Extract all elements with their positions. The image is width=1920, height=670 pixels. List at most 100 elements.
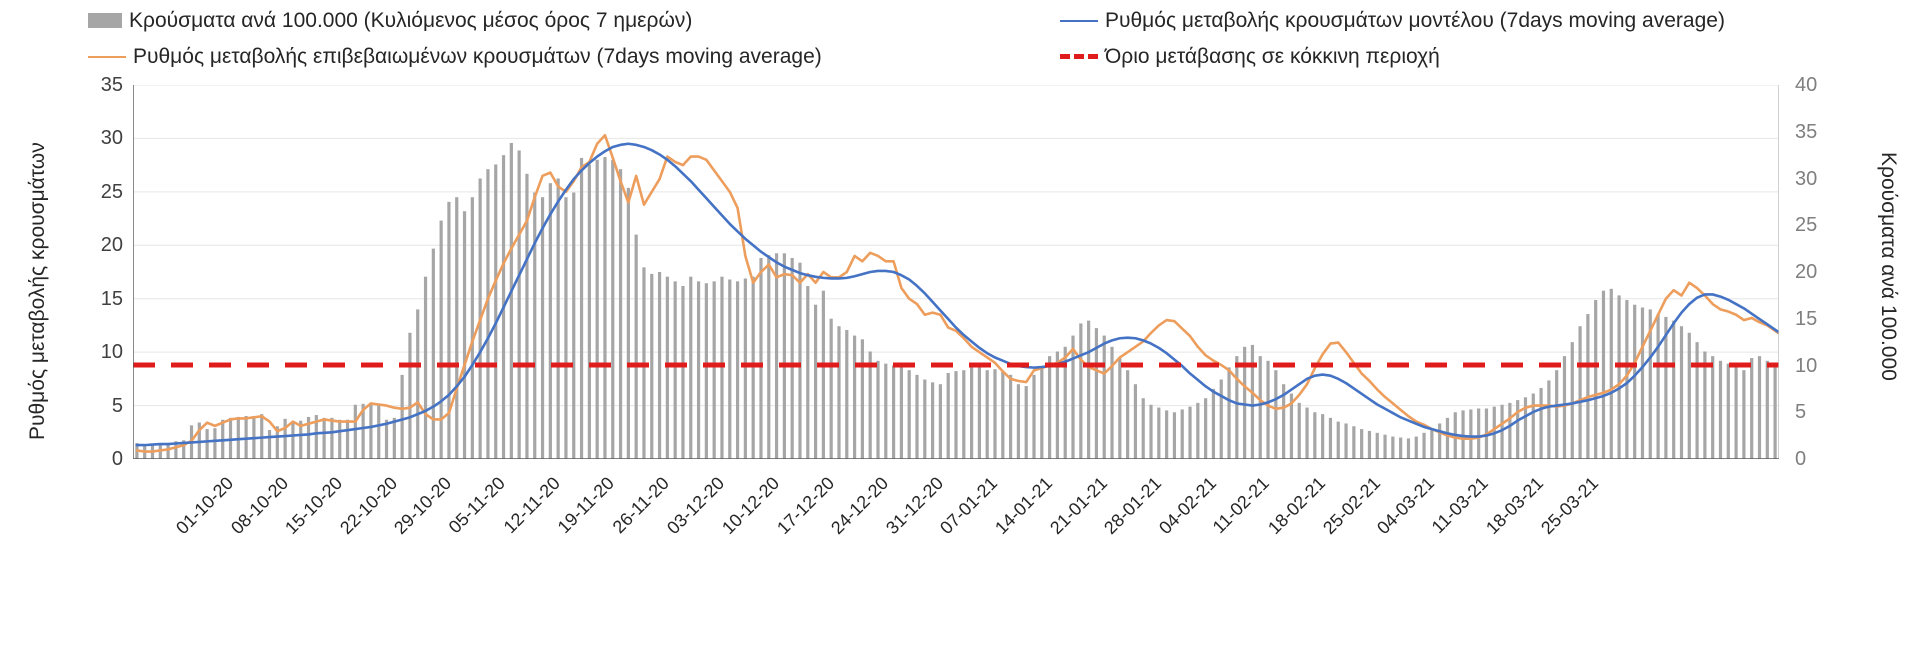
x-axis-tick-label: 08-10-20: [226, 473, 292, 539]
bar: [1750, 358, 1754, 459]
bar: [1219, 379, 1223, 459]
bar: [166, 444, 170, 459]
bar: [1617, 295, 1621, 459]
bar: [517, 150, 521, 459]
bar: [915, 374, 919, 459]
bar: [1555, 370, 1559, 459]
y-axis-left-tick-label: 10: [100, 341, 123, 364]
x-axis-tick-label: 05-11-20: [444, 473, 509, 538]
x-axis-tick-label: 10-12-20: [718, 473, 784, 539]
bar: [182, 440, 186, 459]
x-axis-tick-label: 22-10-20: [335, 473, 401, 539]
bar: [806, 286, 810, 459]
bar: [556, 178, 560, 459]
bar: [728, 279, 732, 459]
bar: [306, 416, 311, 459]
y-axis-left-tick-label: 15: [100, 287, 123, 310]
bar: [1305, 407, 1309, 459]
legend-item-cases-per-100k[interactable]: Κρούσματα ανά 100.000 (Κυλιόμενος μέσος …: [88, 10, 692, 31]
bar: [525, 173, 529, 459]
bar: [509, 142, 513, 459]
legend-item-model-rate[interactable]: Ρυθμός μεταβολής κρουσμάτων μοντέλου (7d…: [1060, 10, 1725, 31]
x-axis-tick-label: 12-11-20: [499, 473, 564, 538]
legend-item-confirmed-rate[interactable]: Ρυθμός μεταβολής επιβεβαιωμένων κρουσμάτ…: [88, 46, 822, 67]
bar: [1094, 328, 1099, 459]
bar: [267, 430, 272, 459]
bar: [884, 363, 888, 459]
bar: [954, 371, 958, 459]
bar: [1118, 358, 1122, 459]
bar: [907, 370, 911, 459]
bar: [416, 309, 420, 459]
x-axis-tick-label: 24-12-20: [827, 473, 893, 539]
bar: [1578, 326, 1582, 459]
bar: [377, 404, 381, 459]
legend-label-model-rate: Ρυθμός μεταβολής κρουσμάτων μοντέλου (7d…: [1105, 9, 1725, 32]
bar: [657, 272, 662, 459]
y-axis-left-tick-label: 5: [111, 394, 123, 417]
bar: [1703, 351, 1707, 459]
red-dashed-swatch-icon: [1060, 54, 1098, 59]
bar: [533, 192, 537, 459]
x-axis-tick-label: 31-12-20: [881, 473, 947, 539]
bar: [1726, 363, 1730, 459]
series-line-left: [135, 133, 1779, 453]
bar: [1235, 356, 1239, 459]
bar: [205, 429, 209, 459]
bar: [1087, 320, 1091, 459]
bar: [1258, 356, 1262, 459]
bar: [1102, 335, 1106, 459]
bar: [1672, 320, 1676, 459]
bar: [891, 365, 896, 459]
bar: [899, 367, 903, 459]
bar: [1640, 307, 1645, 459]
bar: [1516, 400, 1520, 459]
bar: [1625, 300, 1629, 459]
bar: [1009, 374, 1013, 459]
bar: [1406, 438, 1411, 459]
x-axis-tick-label: 18-03-21: [1482, 473, 1548, 539]
bar: [1562, 356, 1567, 459]
bar: [1648, 309, 1652, 459]
y-axis-right-title: Κρούσματα ανά 100.000: [1877, 152, 1900, 381]
bar: [860, 339, 864, 459]
bar: [751, 276, 755, 459]
bar: [1040, 367, 1044, 459]
bar: [174, 441, 178, 459]
y-axis-left-tick-label: 35: [100, 74, 123, 96]
y-axis-left-tick-label: 0: [111, 448, 123, 470]
x-axis-tick-label: 28-01-21: [1100, 473, 1166, 539]
gray-bar-swatch-icon: [88, 13, 122, 28]
bar: [720, 276, 724, 459]
x-axis-tick-label: 07-01-21: [936, 473, 1002, 539]
bar: [923, 379, 927, 459]
series-line-left: [135, 142, 1779, 447]
x-axis-tick-label: 11-02-21: [1209, 473, 1274, 538]
bar: [345, 419, 350, 459]
x-axis-tick-label: 04-02-21: [1154, 473, 1221, 539]
bar: [1204, 398, 1208, 459]
bar: [1469, 409, 1473, 459]
bar: [1048, 356, 1052, 459]
bar: [845, 329, 849, 459]
bar: [1500, 404, 1504, 459]
bar: [1016, 384, 1021, 459]
bar: [462, 211, 467, 459]
y-axis-right-tick-label: 15: [1795, 307, 1818, 330]
bar: [985, 370, 989, 459]
legend-item-threshold[interactable]: Όριο μετάβασης σε κόκκινη περιοχή: [1060, 46, 1440, 67]
bar: [1071, 335, 1075, 459]
bar: [1531, 393, 1535, 459]
bar: [1695, 342, 1699, 459]
bar: [650, 273, 654, 459]
bar: [384, 419, 389, 459]
bar: [782, 253, 786, 459]
bar: [1063, 346, 1067, 459]
bar: [1664, 316, 1668, 459]
bar: [1711, 356, 1715, 459]
bar: [1211, 388, 1216, 459]
bar: [1055, 351, 1060, 459]
bar: [1734, 367, 1738, 459]
bar: [330, 417, 334, 459]
